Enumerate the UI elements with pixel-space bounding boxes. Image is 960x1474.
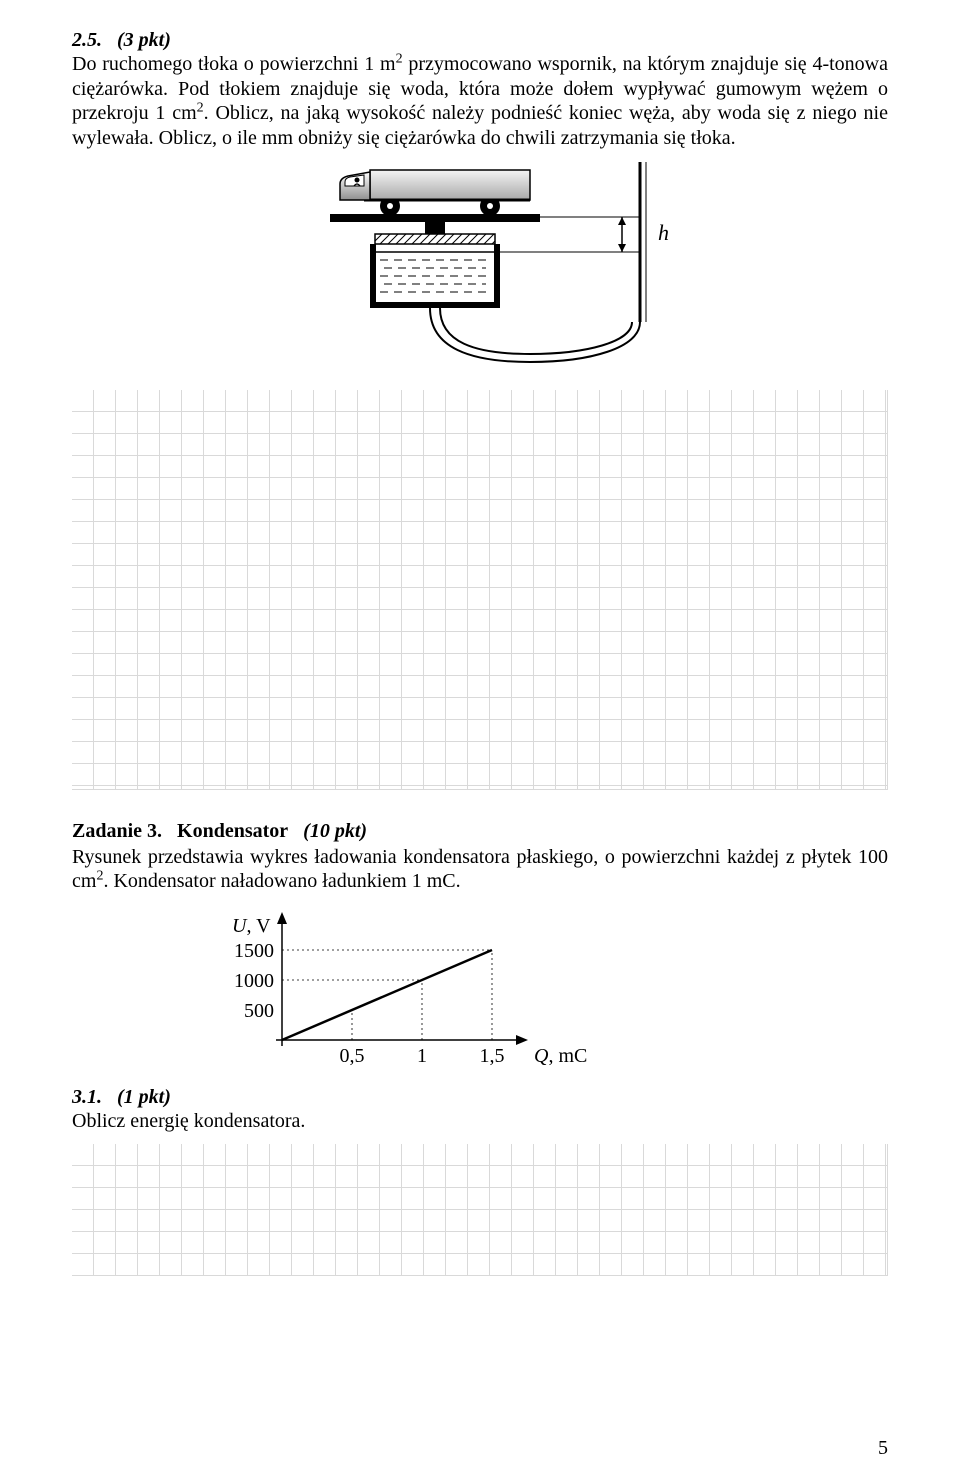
problem-3-1-number: 3.1. <box>72 1086 102 1108</box>
problem-3-heading: Zadanie 3. Kondensator (10 pkt) <box>72 820 888 843</box>
problem-2-5-heading: 2.5. (3 pkt) <box>72 28 888 52</box>
x-axis-Q: Q <box>534 1045 549 1067</box>
h-label: h <box>658 220 669 245</box>
p25-sup1: 2 <box>396 52 403 67</box>
problem-2-5-number: 2.5. <box>72 29 102 51</box>
work-grid-2 <box>72 1144 888 1276</box>
p25-part-a: Do ruchomego tłoka o powierzchni 1 m <box>72 53 396 75</box>
piston-diagram: h <box>72 162 888 372</box>
y-tick-1500: 1500 <box>234 940 274 962</box>
problem-2-5-points: (3 pkt) <box>117 29 171 51</box>
problem-3-1-heading: 3.1. (1 pkt) <box>72 1085 888 1109</box>
page-number: 5 <box>878 1437 888 1460</box>
x-tick-05: 0,5 <box>340 1045 365 1067</box>
work-grid-1 <box>72 390 888 790</box>
p25-sup2: 2 <box>197 101 204 116</box>
problem-3-title: Kondensator <box>177 820 288 842</box>
problem-3-1-points: (1 pkt) <box>117 1086 171 1108</box>
x-tick-1: 1 <box>417 1045 427 1067</box>
svg-text:U, V: U, V <box>232 915 271 937</box>
y-axis-V: , V <box>246 915 271 937</box>
x-axis-mC: , mC <box>548 1045 587 1067</box>
y-tick-1000: 1000 <box>234 970 274 992</box>
problem-3-text: Rysunek przedstawia wykres ładowania kon… <box>72 845 888 894</box>
p3-part-b: . Kondensator naładowano ładunkiem 1 mC. <box>103 870 460 892</box>
problem-3-1-text: Oblicz energię kondensatora. <box>72 1109 888 1133</box>
problem-3-number: Zadanie 3. <box>72 820 162 842</box>
x-tick-15: 1,5 <box>480 1045 505 1067</box>
svg-text:Q, mC: Q, mC <box>534 1045 587 1067</box>
problem-3-points: (10 pkt) <box>303 820 367 842</box>
y-tick-500: 500 <box>244 1000 274 1022</box>
problem-2-5-text: Do ruchomego tłoka o powierzchni 1 m2 pr… <box>72 52 888 150</box>
capacitor-chart: 1500 1000 500 0,5 1 1,5 U, V Q, mC <box>72 900 888 1075</box>
